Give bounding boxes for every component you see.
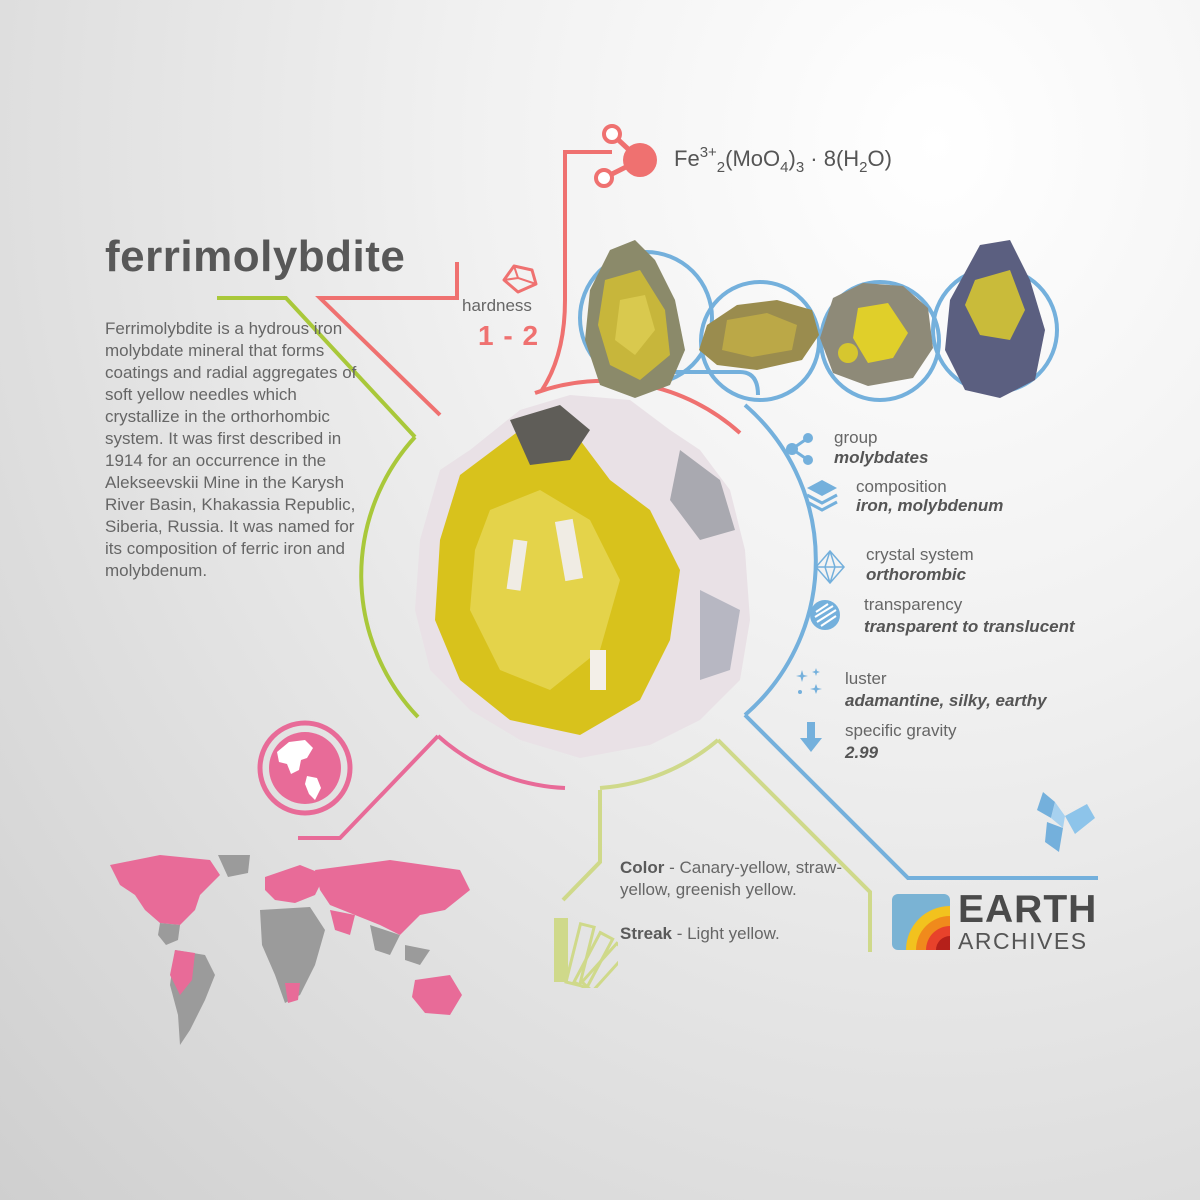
hardness-icon — [502, 264, 538, 294]
earth-archives-logo-icon — [892, 894, 950, 950]
luster-value: adamantine, silky, earthy — [845, 691, 1047, 710]
formula-part: · 8(H — [804, 146, 860, 171]
streak-label: Streak — [620, 924, 672, 943]
specimen-thumb-1 — [585, 240, 685, 398]
transparency-value: transparent to translucent — [864, 617, 1075, 636]
chemical-formula: Fe3+2(MoO4)3 · 8(H2O) — [674, 144, 892, 176]
specimen-thumb-4 — [945, 240, 1045, 398]
specimen-thumb-2 — [699, 300, 819, 370]
composition-value: iron, molybdenum — [856, 496, 1004, 515]
formula-part: Fe — [674, 146, 700, 171]
luster-label: luster — [845, 669, 887, 688]
composition-label: composition — [856, 477, 947, 496]
formula-part: O) — [867, 146, 892, 171]
specific-gravity-label: specific gravity — [845, 721, 957, 740]
hardness-value: 1 - 2 — [478, 320, 540, 351]
group-label: group — [834, 428, 878, 447]
swatch-icon — [554, 918, 618, 988]
main-specimen-image — [415, 395, 750, 758]
streak-value: - Light yellow. — [671, 924, 780, 943]
transparency-label: transparency — [864, 595, 963, 614]
crystal-logo-icon — [1037, 792, 1095, 852]
gravity-icon — [800, 722, 822, 752]
composition-icon — [806, 480, 838, 512]
formula-part: 2 — [859, 159, 868, 176]
luster-icon — [796, 668, 822, 694]
transparency-icon — [810, 600, 840, 630]
molecule-icon — [594, 124, 657, 188]
logo-earth-text: EARTH — [958, 888, 1098, 931]
group-value: molybdates — [834, 448, 929, 467]
hardness-label: hardness — [462, 296, 532, 315]
formula-part: ) — [788, 146, 796, 171]
specimen-thumb-3 — [820, 283, 933, 386]
group-icon — [786, 433, 813, 465]
mineral-name: ferrimolybdite — [105, 232, 406, 281]
logo-archives-text: ARCHIVES — [958, 928, 1088, 954]
color-value: - Canary-yellow, straw-yellow, greenish … — [620, 858, 842, 899]
formula-part: 3 — [795, 159, 805, 176]
formula-part: 3+ — [699, 144, 717, 161]
specific-gravity-value: 2.99 — [845, 743, 879, 762]
crystal-system-value: orthorombic — [866, 565, 967, 584]
color-label: Color — [620, 858, 665, 877]
mineral-description: Ferrimolybdite is a hydrous iron molybda… — [105, 319, 357, 580]
formula-part: 4 — [780, 159, 789, 176]
globe-icon — [257, 720, 353, 816]
world-map-icon — [110, 855, 470, 1045]
color-streak-text: Color - Canary-yellow, straw-yellow, gre… — [620, 857, 850, 945]
formula-part: (MoO — [725, 146, 781, 171]
crystal-system-label: crystal system — [866, 545, 974, 564]
crystal-icon — [815, 550, 845, 584]
formula-part: 2 — [716, 159, 726, 176]
